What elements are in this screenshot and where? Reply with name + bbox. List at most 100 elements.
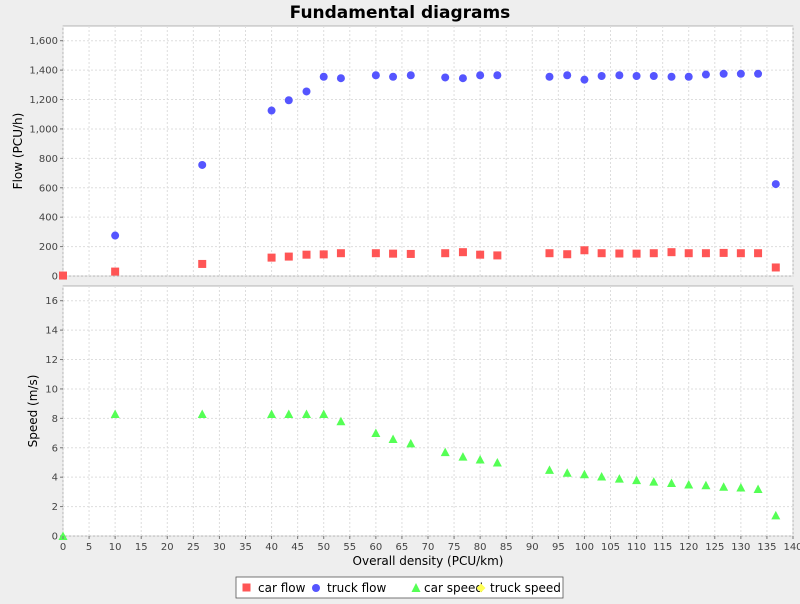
y-tick-label: 400 <box>39 213 58 224</box>
car-flow-point <box>736 249 745 258</box>
car-flow-point <box>649 249 658 258</box>
car-flow-point <box>719 248 728 257</box>
y-tick-label: 0 <box>52 272 58 283</box>
y-tick-label: 800 <box>39 154 58 165</box>
car-flow-point <box>667 248 676 257</box>
legend-label-car-speed: car speed <box>424 581 483 595</box>
truck-flow-point <box>319 72 328 81</box>
x-tick-label: 10 <box>109 542 122 553</box>
car-flow-point <box>302 250 311 259</box>
x-axis: 0 5 10 15 20 25 30 35 40 45 50 55 60 65 70 75 80 85 90 95 10… <box>60 536 800 553</box>
car-flow-point <box>597 249 606 258</box>
x-tick-label: 100 <box>575 542 594 553</box>
y-tick-label: 14 <box>45 326 58 337</box>
car-speed-point <box>614 474 624 483</box>
truck-flow-point <box>667 72 676 81</box>
car-speed-point <box>440 447 450 457</box>
x-tick-label: 115 <box>653 542 672 553</box>
car-speed-point <box>736 482 746 492</box>
car-flow-point <box>476 250 485 259</box>
truck-flow-point <box>389 72 398 81</box>
y-tick-label: 1,200 <box>29 95 58 106</box>
legend: car flow truck flow car speed truck spee… <box>235 576 564 599</box>
truck-flow-point <box>754 69 763 78</box>
car-speed-point <box>562 468 572 477</box>
car-speed-point <box>649 477 659 486</box>
truck-flow-point <box>476 71 485 80</box>
truck-flow-point <box>771 180 780 189</box>
legend-marker-car-speed <box>411 583 421 592</box>
car-flow-point <box>371 249 380 258</box>
car-speed-point <box>492 457 502 467</box>
car-speed-point <box>684 480 694 489</box>
x-tick-label: 110 <box>627 542 646 553</box>
car-flow-point <box>545 249 554 258</box>
car-flow-point <box>580 246 589 255</box>
truck-flow-point <box>649 72 658 80</box>
car-flow-point <box>701 249 710 258</box>
x-tick-label: 75 <box>448 542 461 553</box>
legend-marker-car-flow <box>242 583 251 592</box>
truck-flow-point <box>111 231 120 240</box>
y-tick-label: 600 <box>39 183 58 194</box>
car-flow-point <box>111 267 120 276</box>
truck-flow-point <box>336 74 345 83</box>
car-flow-point <box>284 252 293 261</box>
legend-item-truck-speed: truck speed <box>476 581 561 595</box>
y-tick-label: 0 <box>52 532 58 543</box>
x-tick-label: 55 <box>343 542 356 553</box>
car-speed-point <box>319 409 329 418</box>
x-tick-label: 130 <box>731 542 750 553</box>
x-axis-label: Overall density (PCU/km) <box>353 554 504 568</box>
x-tick-label: 30 <box>213 542 226 553</box>
speed-marks <box>58 409 781 540</box>
truck-flow-point <box>267 106 276 115</box>
legend-item-car-speed: car speed <box>411 581 483 595</box>
car-flow-point <box>771 263 780 272</box>
flow-grid <box>62 26 794 277</box>
car-flow-point <box>632 249 641 258</box>
chart-title: Fundamental diagrams <box>290 3 511 23</box>
car-speed-point <box>110 409 120 418</box>
x-tick-label: 120 <box>679 542 698 553</box>
truck-flow-point <box>719 69 728 78</box>
truck-flow-point <box>198 160 207 169</box>
speed-grid <box>62 286 794 537</box>
car-flow-point <box>458 248 467 257</box>
y-tick-label: 4 <box>52 473 58 484</box>
car-speed-point <box>371 428 381 438</box>
car-speed-point <box>632 475 642 485</box>
truck-flow-point <box>736 69 745 78</box>
x-tick-label: 20 <box>161 542 174 553</box>
y-tick-label: 200 <box>39 242 58 253</box>
speed-y-axis: 0 2 4 6 8 10 12 14 16 <box>45 296 63 543</box>
x-tick-label: 80 <box>474 542 487 553</box>
car-flow-point <box>336 249 345 258</box>
car-speed-point <box>719 482 729 491</box>
y-tick-label: 1,400 <box>29 66 58 77</box>
car-speed-point <box>701 480 711 490</box>
x-tick-label: 140 <box>783 542 800 553</box>
x-tick-label: 25 <box>187 542 200 553</box>
y-tick-label: 16 <box>45 296 58 307</box>
truck-flow-point <box>684 72 693 81</box>
truck-flow-point <box>545 72 554 81</box>
y-tick-label: 12 <box>45 355 58 366</box>
car-flow-point <box>319 250 328 259</box>
x-tick-label: 65 <box>396 542 409 553</box>
x-tick-label: 0 <box>60 542 66 553</box>
car-flow-point <box>389 249 398 258</box>
car-speed-point <box>302 409 312 418</box>
x-tick-label: 105 <box>601 542 620 553</box>
legend-label-truck-speed: truck speed <box>490 581 561 595</box>
flow-panel: 0 200 400 600 800 1,000 1,200 1,400 1,600 Flow (… <box>11 25 794 283</box>
speed-axis-label: Speed (m/s) <box>26 375 40 448</box>
truck-flow-point <box>580 75 589 84</box>
car-flow-point <box>684 249 693 258</box>
legend-item-truck-flow: truck flow <box>312 581 387 595</box>
legend-label-car-flow: car flow <box>258 581 306 595</box>
car-speed-point <box>667 478 677 488</box>
car-flow-point <box>493 251 502 260</box>
